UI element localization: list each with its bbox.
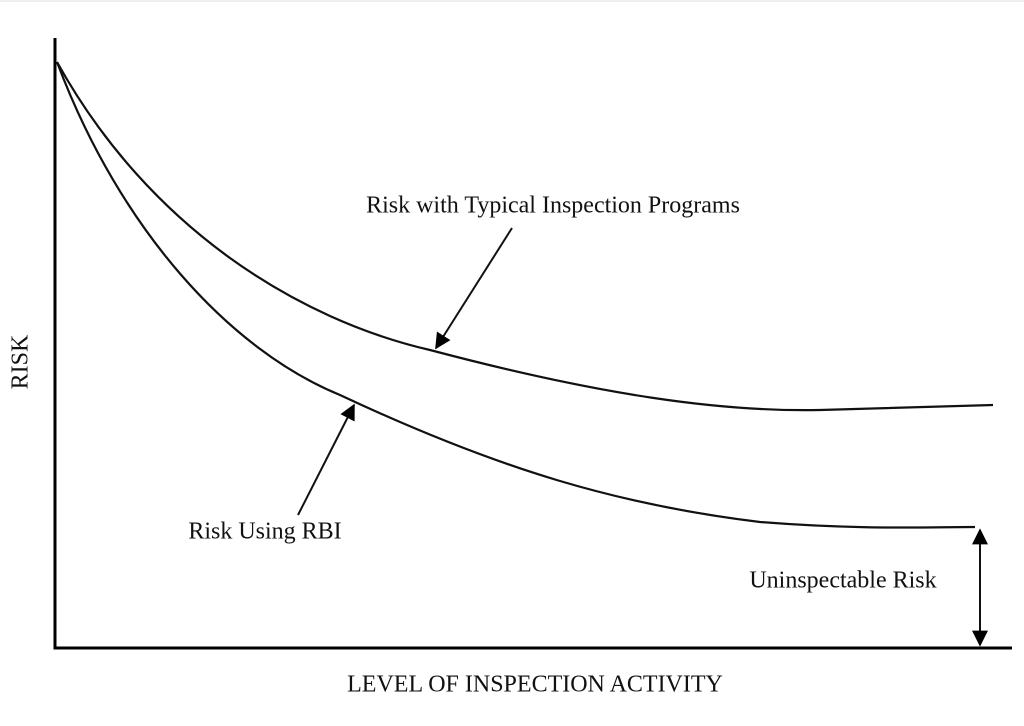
typical-arrow [435,227,513,350]
typical-curve [56,61,994,412]
rbi-label: Risk Using RBI [188,519,341,545]
uninspectable-label: Uninspectable Risk [749,568,936,594]
x-axis-label: LEVEL OF INSPECTION ACTIVITY [347,672,723,698]
typical-label: Risk with Typical Inspection Programs [366,193,740,219]
rbi-arrow [297,403,355,516]
axes [53,38,1012,650]
rbi-curve [55,61,976,529]
y-axis-label: RISK [8,334,34,389]
